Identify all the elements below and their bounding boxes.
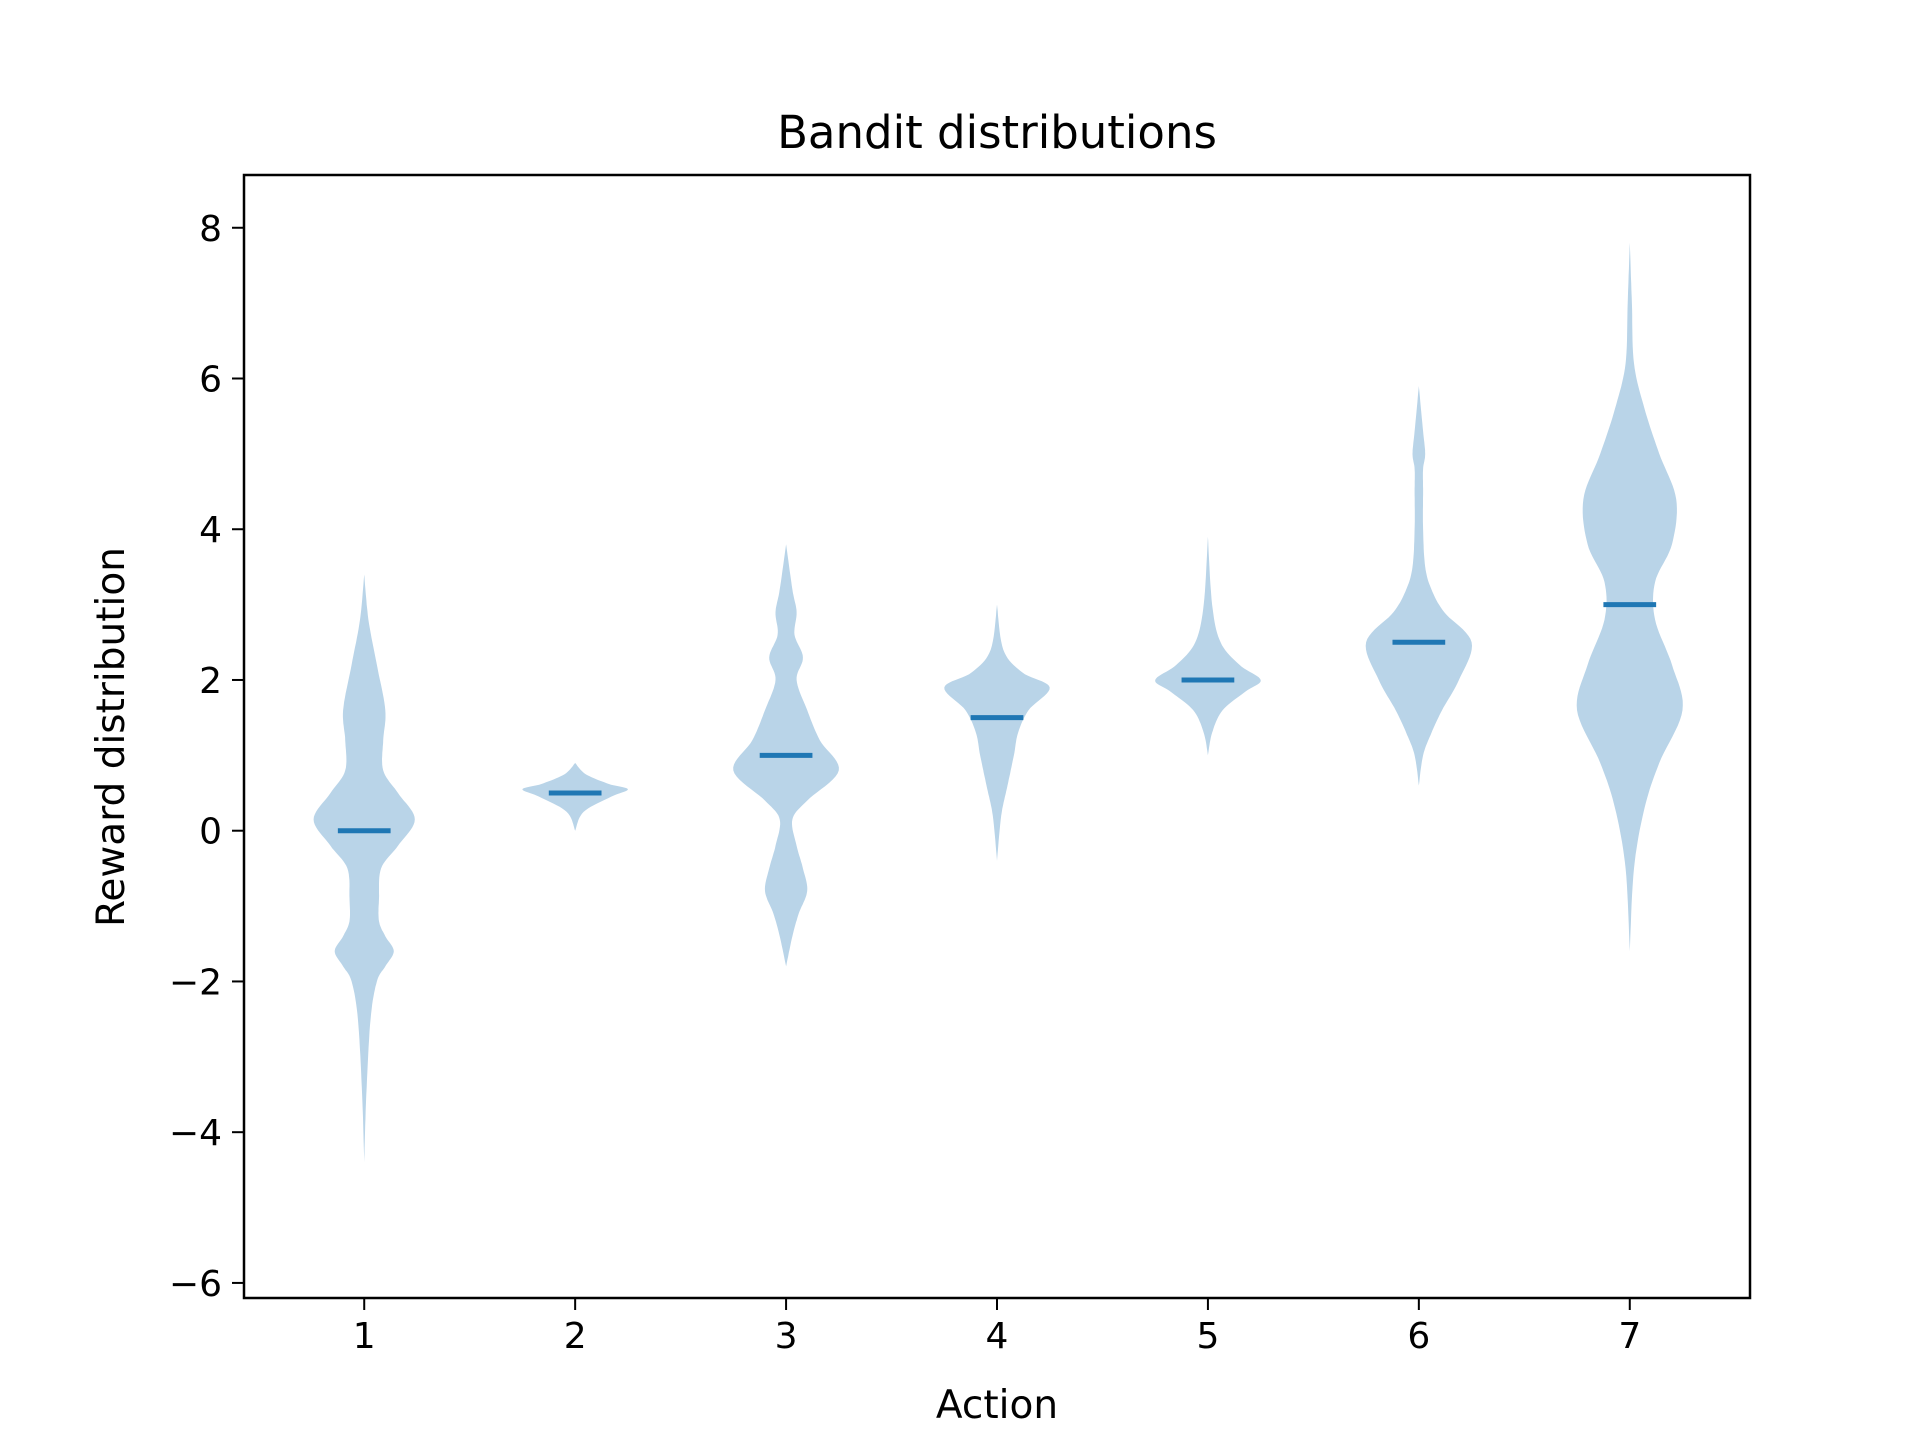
violin-body-5 bbox=[1155, 536, 1261, 756]
x-tick-label: 6 bbox=[1407, 1316, 1430, 1357]
y-tick-label: −6 bbox=[169, 1264, 222, 1305]
y-tick-label: 0 bbox=[199, 812, 222, 853]
x-axis: 1 2 3 4 5 6 7 bbox=[353, 1298, 1641, 1357]
x-tick-label: 7 bbox=[1618, 1316, 1641, 1357]
y-tick-label: 6 bbox=[199, 359, 222, 400]
y-tick-label: 2 bbox=[199, 661, 222, 702]
y-axis-label: Reward distribution bbox=[89, 547, 134, 927]
x-tick-label: 4 bbox=[986, 1316, 1009, 1357]
violin-body-4 bbox=[944, 604, 1050, 861]
violin-body-2 bbox=[522, 762, 628, 831]
violin-body-1 bbox=[313, 574, 415, 1163]
y-tick-label: 4 bbox=[199, 510, 222, 551]
chart-title: Bandit distributions bbox=[777, 106, 1217, 159]
means-group bbox=[337, 602, 1657, 834]
x-tick-label: 5 bbox=[1196, 1316, 1219, 1357]
y-axis: −6 −4 −2 0 2 4 6 8 bbox=[169, 209, 244, 1305]
x-tick-label: 2 bbox=[564, 1316, 587, 1357]
x-axis-label: Action bbox=[936, 1383, 1058, 1428]
y-tick-label: −4 bbox=[169, 1113, 222, 1154]
y-tick-label: −2 bbox=[169, 962, 222, 1003]
violin-body-6 bbox=[1365, 386, 1472, 786]
x-tick-label: 1 bbox=[353, 1316, 376, 1357]
violin-body-7 bbox=[1576, 242, 1683, 952]
x-tick-label: 3 bbox=[775, 1316, 798, 1357]
y-tick-label: 8 bbox=[199, 209, 222, 250]
